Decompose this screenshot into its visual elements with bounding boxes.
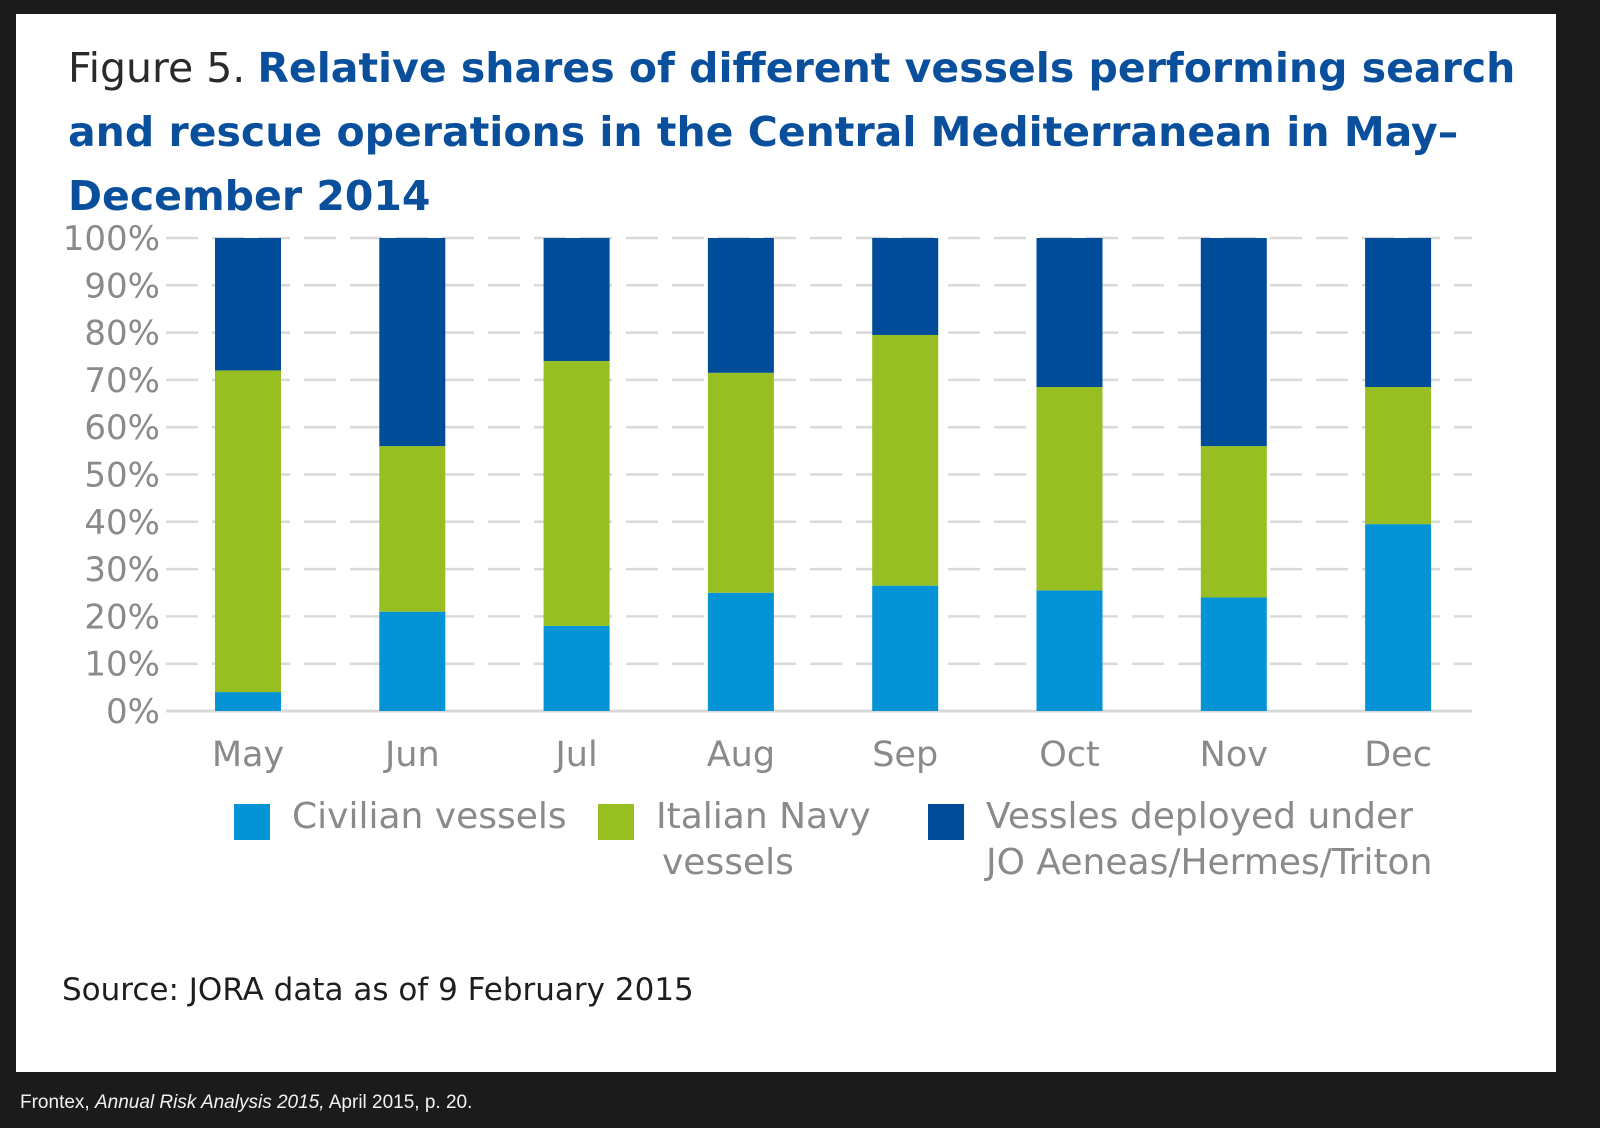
- y-tick-label: 30%: [84, 550, 160, 590]
- citation-caption: Frontex, Annual Risk Analysis 2015, Apri…: [20, 1092, 472, 1114]
- bar-may-navy: [215, 370, 281, 693]
- y-tick-label: 80%: [84, 314, 160, 354]
- y-tick-label: 70%: [84, 361, 160, 401]
- legend-swatch-italian-navy: [598, 804, 634, 840]
- bar-oct-navy: [1036, 386, 1103, 591]
- bar-nov-navy: [1200, 446, 1267, 598]
- citation-suffix: April 2015, p. 20.: [324, 1092, 473, 1113]
- legend-label-italian-navy: Italian Navy vessels: [656, 796, 871, 883]
- bar-jun-civilian: [379, 611, 446, 711]
- bar-sep-civilian: [872, 585, 939, 711]
- figure-label: Figure 5.: [68, 44, 246, 92]
- bar-dec-civilian: [1365, 524, 1432, 711]
- y-tick-label: 10%: [84, 645, 160, 685]
- legend-swatch-jo-vessels: [928, 804, 964, 840]
- x-tick-label-jun: Jun: [383, 735, 440, 775]
- chart-title: Figure 5. Relative shares of different ve…: [68, 36, 1538, 228]
- bar-oct-civilian: [1036, 590, 1103, 711]
- bar-nov-civilian: [1200, 597, 1267, 711]
- bar-jun-navy: [379, 446, 446, 612]
- bar-jul-jo: [543, 238, 610, 361]
- stacked-bar-chart: 0% 10% 20% 30% 40% 50% 60% 70% 80% 90% 100% May Jun…: [63, 219, 1472, 775]
- bar-jul-civilian: [543, 625, 610, 711]
- legend-label-civilian: Civilian vessels: [292, 796, 567, 837]
- legend-swatch-civilian: [234, 804, 270, 840]
- bar-aug-civilian: [707, 592, 774, 711]
- y-tick-label: 40%: [84, 503, 160, 543]
- x-tick-label-jul: Jul: [553, 735, 597, 775]
- legend-label-jo-vessels: Vessles deployed under JO Aeneas/Hermes/…: [986, 796, 1433, 883]
- x-tick-label-dec: Dec: [1364, 735, 1432, 775]
- chart-title-text: Relative shares of different vessels per…: [68, 44, 1516, 220]
- y-tick-label: 100%: [63, 219, 160, 259]
- x-tick-label-nov: Nov: [1200, 735, 1268, 775]
- source-note: Source: JORA data as of 9 February 2015: [62, 972, 694, 1008]
- x-axis-tick-labels: May Jun Jul Aug Sep Oct Nov Dec: [212, 735, 1432, 775]
- bar-aug-navy: [707, 372, 774, 593]
- bar-sep-navy: [872, 334, 939, 586]
- x-tick-label-sep: Sep: [872, 735, 938, 775]
- x-tick-label-oct: Oct: [1039, 735, 1100, 775]
- y-tick-label: 60%: [84, 408, 160, 448]
- bar-sep-jo: [872, 238, 939, 335]
- bar-nov-jo: [1200, 238, 1267, 447]
- bar-jun-jo: [379, 238, 446, 447]
- figure-panel: Figure 5. Relative shares of different ve…: [16, 14, 1556, 1072]
- x-tick-label-aug: Aug: [707, 735, 775, 775]
- citation-prefix: Frontex,: [20, 1092, 95, 1113]
- gridlines: [166, 236, 1472, 713]
- bars: [215, 238, 1432, 711]
- y-tick-label: 50%: [84, 456, 160, 496]
- bar-dec-jo: [1365, 238, 1432, 387]
- bar-dec-navy: [1365, 386, 1432, 525]
- y-axis-tick-labels: 0% 10% 20% 30% 40% 50% 60% 70% 80% 90% 100%: [63, 219, 160, 732]
- bar-oct-jo: [1036, 238, 1103, 387]
- x-tick-label-may: May: [212, 735, 284, 775]
- bar-aug-jo: [707, 238, 774, 373]
- bar-may-jo: [215, 238, 281, 371]
- y-tick-label: 0%: [106, 692, 160, 732]
- bar-may-civilian: [215, 692, 281, 711]
- citation-work-title: Annual Risk Analysis 2015,: [94, 1092, 325, 1113]
- bar-jul-navy: [543, 360, 610, 626]
- y-tick-label: 20%: [84, 597, 160, 637]
- y-tick-label: 90%: [84, 266, 160, 306]
